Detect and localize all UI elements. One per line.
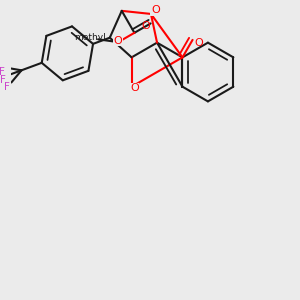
Text: methyl: methyl [74,33,106,42]
Text: O: O [114,36,123,46]
Text: F: F [4,82,10,92]
Text: O: O [130,83,139,93]
Text: O: O [141,21,150,31]
Text: O: O [194,38,203,48]
Text: F: F [0,67,5,77]
Text: F: F [0,75,5,85]
Text: O: O [151,5,160,16]
